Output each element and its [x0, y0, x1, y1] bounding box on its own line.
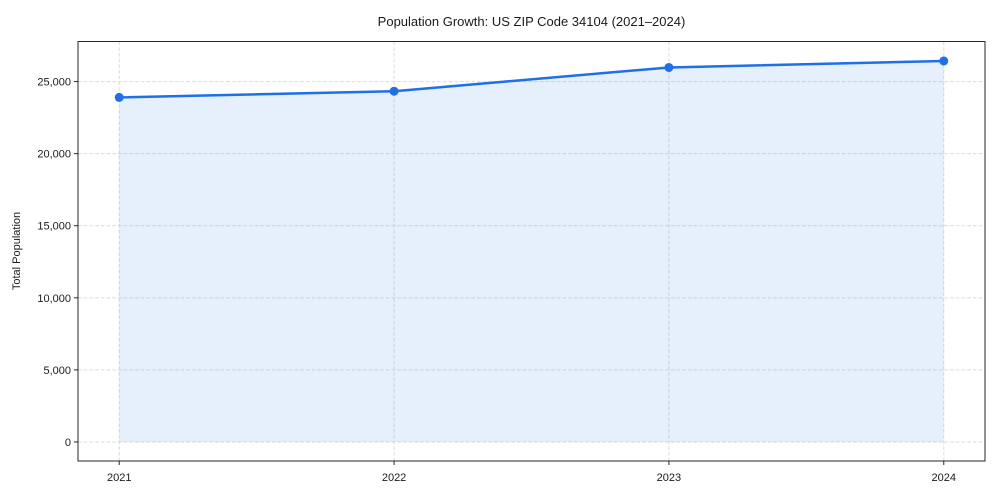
- axes-spines: [77, 41, 986, 462]
- y-tick-label: 0: [65, 437, 71, 449]
- data-point: [114, 92, 124, 102]
- data-point: [389, 86, 399, 96]
- y-tick-label: 15,000: [37, 221, 71, 233]
- y-tick-label: 25,000: [37, 77, 71, 89]
- x-tick-label: 2024: [932, 472, 956, 484]
- data-point: [939, 56, 949, 66]
- area-fill: [119, 60, 944, 442]
- data-point: [664, 62, 674, 72]
- y-tick-label: 20,000: [37, 149, 71, 161]
- y-tick-label: 10,000: [37, 293, 71, 305]
- data-line: [117, 59, 946, 99]
- x-tick-label: 2022: [382, 472, 406, 484]
- x-tick-label: 2023: [657, 472, 681, 484]
- x-tick-label: 2021: [107, 472, 131, 484]
- y-tick-label: 5,000: [43, 365, 71, 377]
- chart-title: Population Growth: US ZIP Code 34104 (20…: [377, 14, 686, 29]
